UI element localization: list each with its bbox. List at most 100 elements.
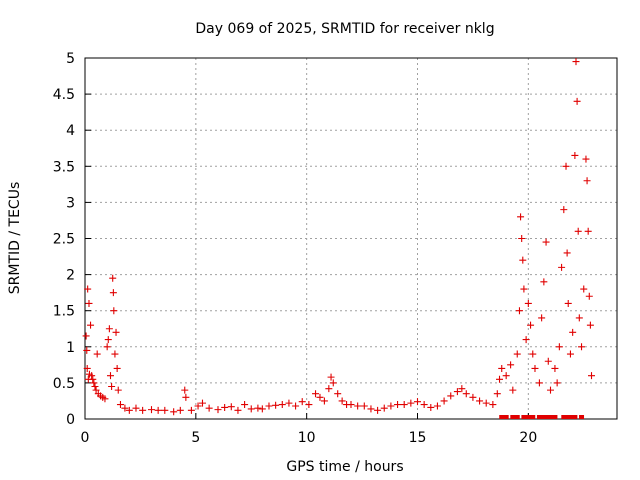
data-point (551, 364, 559, 372)
data-point (531, 364, 539, 372)
zero-marker (552, 415, 558, 419)
data-point (111, 350, 119, 358)
data-point (447, 392, 455, 400)
data-point (562, 162, 570, 170)
data-point (327, 373, 335, 381)
y-tick-label: 0 (66, 412, 75, 428)
data-point (148, 406, 155, 414)
data-point (316, 393, 324, 401)
data-point (112, 328, 120, 336)
data-point (91, 383, 99, 391)
data-point (571, 151, 579, 159)
y-tick-label: 1 (66, 340, 75, 356)
data-point (103, 343, 111, 351)
data-point (338, 397, 346, 405)
data-point (312, 390, 320, 398)
data-point (104, 336, 112, 344)
data-point (427, 403, 435, 411)
y-tick-label: 2.5 (53, 232, 75, 248)
data-point (522, 336, 530, 344)
data-point (109, 289, 117, 297)
data-point (538, 314, 546, 322)
data-point (535, 379, 543, 387)
data-point (347, 401, 355, 409)
data-point (161, 406, 169, 414)
data-point (83, 346, 91, 354)
data-point (241, 401, 249, 409)
data-point (325, 385, 333, 393)
data-point (320, 397, 328, 405)
data-point (101, 395, 109, 403)
data-point (575, 314, 583, 322)
data-point (221, 403, 229, 411)
data-point (105, 325, 113, 333)
zero-marker (525, 415, 531, 419)
x-tick-label: 10 (298, 430, 316, 446)
x-tick-label: 15 (409, 430, 427, 446)
data-point (572, 58, 580, 66)
data-point (194, 402, 202, 410)
zero-marker (503, 415, 509, 419)
chart-title: Day 069 of 2025, SRMTID for receiver nkl… (195, 21, 494, 37)
data-point (458, 385, 466, 393)
data-point (515, 307, 523, 315)
y-tick-label: 4.5 (53, 87, 75, 103)
data-point (114, 386, 122, 394)
data-point (573, 97, 581, 105)
data-point (578, 343, 586, 351)
data-point (586, 321, 594, 329)
data-point (569, 328, 577, 336)
data-point (462, 390, 470, 398)
data-point (502, 372, 510, 380)
data-point (583, 177, 591, 185)
data-point (90, 379, 98, 387)
data-point (517, 213, 525, 221)
data-point (414, 398, 421, 406)
data-point (85, 299, 93, 307)
data-point (574, 227, 582, 235)
data-point (305, 401, 313, 409)
data-point (182, 393, 190, 401)
data-point (214, 406, 222, 414)
data-point (420, 401, 428, 409)
x-tick-label: 20 (519, 430, 537, 446)
data-point (367, 405, 375, 413)
data-point (298, 398, 306, 406)
data-point (285, 399, 293, 407)
data-point (181, 386, 189, 394)
data-point (588, 372, 596, 380)
data-point (84, 285, 92, 293)
data-point (234, 406, 242, 414)
data-point (440, 397, 448, 405)
data-point (87, 321, 95, 329)
data-point (88, 372, 96, 380)
zero-marker (521, 415, 527, 419)
data-point (258, 405, 266, 413)
y-tick-label: 0.5 (53, 376, 75, 392)
tick-layer: 0 5 10 15 20 0 0.5 1 1.5 2 2.5 3 3.5 4 4.5 5 (53, 51, 538, 446)
data-point (198, 399, 206, 407)
data-point (227, 403, 235, 411)
data-point (580, 285, 588, 293)
data-point (354, 402, 362, 410)
data-point (132, 404, 140, 412)
data-point (329, 379, 337, 387)
data-point (154, 406, 162, 414)
data-point (116, 401, 124, 409)
data-point (509, 386, 517, 394)
data-point (387, 402, 395, 410)
data-point (558, 263, 566, 271)
data-point (563, 249, 571, 257)
zero-marker (514, 415, 520, 419)
data-point (582, 155, 590, 163)
data-point (121, 404, 129, 412)
data-point (247, 405, 255, 413)
data-point (560, 206, 568, 214)
data-point (547, 386, 554, 394)
data-points (82, 58, 596, 419)
data-point (82, 332, 90, 340)
data-point (334, 390, 342, 398)
data-point (433, 402, 441, 410)
data-point (489, 401, 497, 409)
data-point (544, 357, 552, 365)
